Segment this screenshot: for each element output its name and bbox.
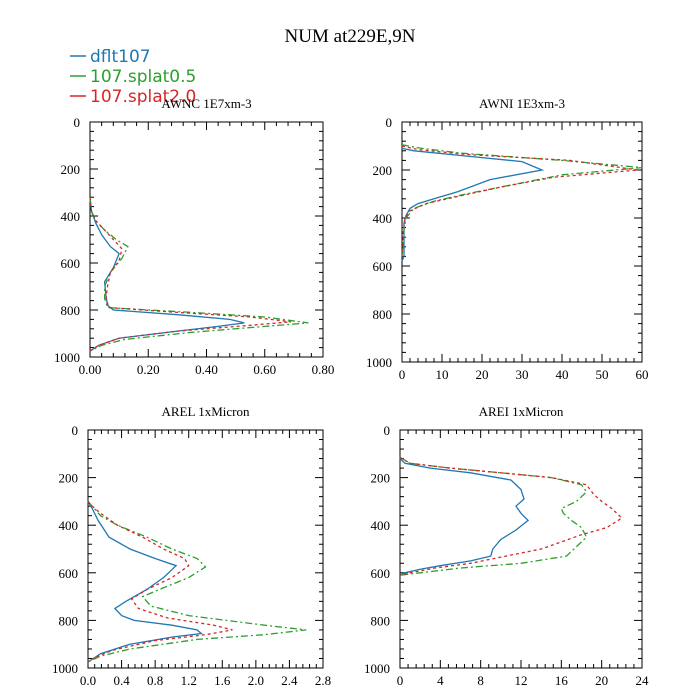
x-tick-label-1-1: 10	[436, 367, 449, 382]
y-tick-label-3-5: 1000	[364, 661, 390, 676]
x-tick-label-2-0: 0.0	[80, 673, 96, 688]
x-tick-label-3-5: 20	[595, 673, 608, 688]
y-tick-label-0-4: 800	[61, 303, 81, 318]
x-tick-label-2-2: 0.8	[147, 673, 163, 688]
panel-title-2: AREL 1xMicron	[162, 404, 250, 419]
x-tick-label-1-3: 30	[516, 367, 529, 382]
series-line-3-0	[399, 458, 530, 576]
legend-entry-0: dflt107	[90, 47, 151, 67]
y-tick-label-1-0: 0	[386, 115, 393, 130]
y-tick-label-0-2: 400	[61, 209, 81, 224]
y-tick-label-1-5: 1000	[366, 355, 392, 370]
y-tick-label-3-2: 400	[371, 518, 391, 533]
plot-frame-2	[87, 429, 324, 669]
x-tick-label-2-5: 2.0	[248, 673, 264, 688]
series-line-3-2	[399, 456, 623, 576]
plot-frame-3	[399, 429, 643, 669]
x-tick-label-1-0: 0	[399, 367, 406, 382]
plot-frame-0	[89, 121, 324, 358]
figure-title: NUM at229E,9N	[285, 26, 416, 47]
x-tick-label-3-2: 8	[477, 673, 484, 688]
y-tick-label-1-3: 600	[373, 259, 393, 274]
y-tick-label-3-3: 600	[371, 566, 391, 581]
y-tick-label-0-1: 200	[61, 162, 81, 177]
x-tick-label-2-1: 0.4	[113, 673, 130, 688]
legend-entry-2: 107.splat2.0	[90, 87, 196, 107]
x-tick-label-1-6: 60	[636, 367, 649, 382]
x-tick-label-2-7: 2.8	[315, 673, 331, 688]
series-line-2-2	[87, 500, 233, 663]
series-line-0-1	[89, 197, 309, 352]
x-tick-label-2-4: 1.6	[214, 673, 231, 688]
y-tick-label-2-3: 600	[59, 566, 79, 581]
x-tick-label-1-2: 20	[476, 367, 489, 382]
panel-title-1: AWNI 1E3xm-3	[479, 96, 565, 111]
y-tick-label-3-1: 200	[371, 471, 391, 486]
x-tick-label-0-3: 0.60	[253, 362, 276, 377]
y-tick-label-2-4: 800	[59, 613, 79, 628]
y-tick-label-2-5: 1000	[52, 661, 78, 676]
series-line-1-2	[401, 145, 639, 257]
x-tick-label-3-6: 24	[636, 673, 650, 688]
y-tick-label-2-2: 400	[59, 518, 79, 533]
x-tick-label-1-4: 40	[556, 367, 569, 382]
x-tick-label-0-4: 0.80	[312, 362, 335, 377]
x-tick-label-2-3: 1.2	[181, 673, 197, 688]
x-tick-label-3-3: 12	[515, 673, 528, 688]
panel-1: AWNI 1E3xm-30 10 20 30 40 50 60020040060080010…	[366, 96, 649, 382]
y-tick-label-3-4: 800	[371, 613, 391, 628]
y-tick-label-2-1: 200	[59, 471, 79, 486]
x-tick-label-1-5: 50	[596, 367, 609, 382]
x-tick-label-0-2: 0.40	[195, 362, 218, 377]
panel-0: AWNC 1E7xm-3 0.00 0.20 0.40 0.60 0.80 0 200 400 6…	[54, 96, 334, 377]
y-tick-label-1-2: 400	[373, 211, 393, 226]
series-line-0-2	[89, 197, 292, 352]
y-tick-label-0-3: 600	[61, 256, 81, 271]
series-line-3-1	[399, 456, 588, 576]
panel-title-3: AREI 1xMicron	[479, 404, 564, 419]
series-line-2-1	[87, 500, 307, 663]
x-tick-label-0-1: 0.20	[137, 362, 160, 377]
x-tick-label-2-6: 2.4	[281, 673, 298, 688]
x-tick-label-0-0: 0.00	[79, 362, 102, 377]
panel-title-0: AWNC 1E7xm-3	[161, 96, 251, 111]
x-tick-label-3-0: 0	[397, 673, 404, 688]
y-tick-label-2-0: 0	[72, 423, 79, 438]
series-line-1-0	[401, 147, 545, 262]
y-tick-label-1-1: 200	[373, 163, 393, 178]
legend-entry-1: 107.splat0.5	[90, 67, 196, 87]
y-tick-label-0-5: 1000	[54, 350, 80, 365]
x-tick-label-3-1: 4	[437, 673, 444, 688]
y-tick-label-1-4: 800	[373, 307, 393, 322]
chart-panels: AWNC 1E7xm-30.00 0.20 0.40 0.60 0.8002004006…	[52, 96, 649, 688]
x-tick-label-3-4: 16	[555, 673, 569, 688]
series-line-2-0	[87, 501, 203, 663]
y-tick-label-0-0: 0	[74, 115, 81, 130]
y-tick-label-3-0: 0	[384, 423, 391, 438]
panel-2: AREL 1xMicron 0.0 0.4 0.8 1.2 1.6 2.0 2.4 2.8 0 20…	[52, 404, 331, 688]
panel-3: AREI 1xMicron 0 4 8 12 16 20 24 0 200 400 600 800 100…	[364, 404, 649, 688]
